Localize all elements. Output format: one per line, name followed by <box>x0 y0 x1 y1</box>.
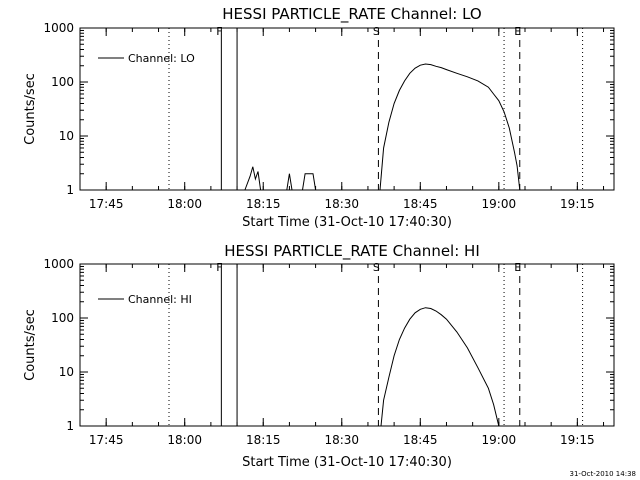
x-tick-label: 18:15 <box>246 197 281 211</box>
x-tick-label: 17:45 <box>89 197 124 211</box>
x-tick-label: 17:45 <box>89 433 124 447</box>
legend-label-hi: Channel: HI <box>128 293 192 306</box>
series-group-lo <box>244 63 521 191</box>
y-tick-label: 100 <box>51 75 74 89</box>
x-tick-label: 18:00 <box>167 433 202 447</box>
x-tick-label: 18:15 <box>246 433 281 447</box>
marker-label: F <box>216 25 222 38</box>
legend-label-lo: Channel: LO <box>128 52 195 65</box>
series-line-segment <box>379 63 521 191</box>
plot-frame-hi <box>79 263 615 427</box>
series-line-segment <box>244 166 262 191</box>
x-tick-label: 18:00 <box>167 197 202 211</box>
y-tick-label: 10 <box>59 365 74 379</box>
y-tick-label: 1 <box>66 419 74 433</box>
series-line-segment <box>286 173 293 191</box>
x-tick-label: 19:00 <box>482 433 517 447</box>
plot-frame-lo <box>79 27 615 191</box>
marker-label: F <box>216 261 222 274</box>
x-tick-label: 18:30 <box>324 433 359 447</box>
x-tick-label: 18:30 <box>324 197 359 211</box>
x-tick-label: 18:45 <box>403 433 438 447</box>
chart-title-hi: HESSI PARTICLE_RATE Channel: HI <box>224 242 480 261</box>
marker-label: S <box>373 25 380 38</box>
y-axis-label-hi: Counts/sec <box>23 309 38 381</box>
x-axis-label-lo: Start Time (31-Oct-10 17:40:30) <box>242 215 452 230</box>
y-tick-label: 1000 <box>43 21 74 35</box>
chart-title-lo: HESSI PARTICLE_RATE Channel: LO <box>222 5 481 24</box>
marker-label: E <box>514 261 521 274</box>
series-line-segment <box>380 307 500 427</box>
y-tick-label: 10 <box>59 129 74 143</box>
chart-panel-lo: HESSI PARTICLE_RATE Channel: LO Counts/s… <box>23 5 615 230</box>
tick-group-lo: 17:45 18:00 18:15 18:30 18:45 19:00 19:15 1 10 10… <box>43 21 614 211</box>
marker-label: S <box>373 261 380 274</box>
timestamp-footer: 31-Oct-2010 14:38 <box>570 470 636 478</box>
tick-group-hi: 17:45 18:00 18:15 18:30 18:45 19:00 19:15 1 10 10… <box>43 257 614 447</box>
y-tick-label: 1000 <box>43 257 74 271</box>
series-group-hi <box>380 307 500 427</box>
y-axis-label-lo: Counts/sec <box>23 73 38 145</box>
x-axis-label-hi: Start Time (31-Oct-10 17:40:30) <box>242 455 452 470</box>
x-tick-label: 19:00 <box>482 197 517 211</box>
x-tick-label: 19:15 <box>560 197 595 211</box>
x-tick-label: 18:45 <box>403 197 438 211</box>
chart-panel-hi: HESSI PARTICLE_RATE Channel: HI Counts/s… <box>23 242 615 470</box>
marker-label: E <box>514 25 521 38</box>
y-tick-label: 1 <box>66 183 74 197</box>
series-line-segment <box>302 173 317 191</box>
y-tick-label: 100 <box>51 311 74 325</box>
x-tick-label: 19:15 <box>560 433 595 447</box>
